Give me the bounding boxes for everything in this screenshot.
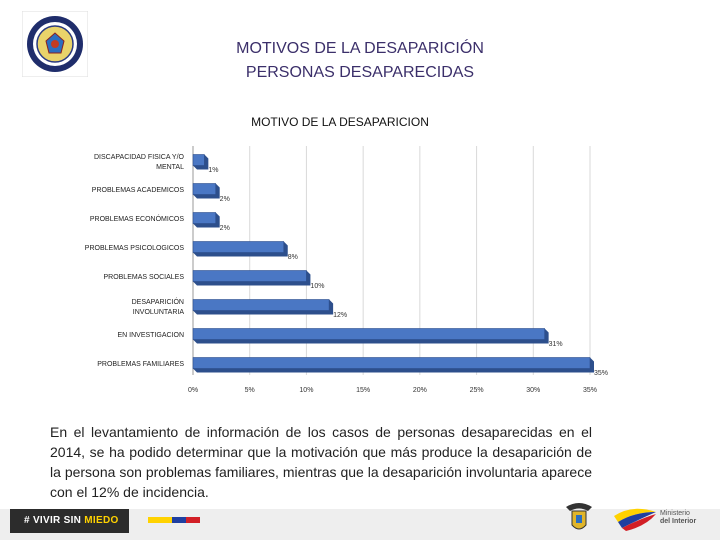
category-label: PROBLEMAS ECONÓMICOS [90,214,184,223]
category-label-line: DISCAPACIDAD FISICA Y/O [94,154,185,161]
ministry-line-1: Ministerio [660,510,690,517]
slogan-accent: MIEDO [84,515,119,526]
bar [192,183,216,195]
slogan-prefix: # VIVIR SIN [24,515,85,526]
bar [192,241,285,253]
bar [192,328,545,340]
data-label: 31% [549,341,563,348]
category-label: PROBLEMAS SOCIALES [103,274,184,281]
category-label: DISCAPACIDAD FISICA Y/O MENTAL [94,154,185,171]
x-tick-label: 35% [583,387,597,394]
x-tick-label: 30% [526,387,540,394]
data-label: 8% [288,254,298,261]
data-label: 35% [594,370,608,377]
category-label-line: INVOLUNTARIA [133,309,185,316]
chart-title: MOTIVO DE LA DESAPARICION [251,115,429,129]
ministry-name: Ministerio del Interior [660,510,696,526]
category-label: PROBLEMAS ACADEMICOS [92,187,185,194]
data-label: 12% [333,312,347,319]
horizontal-bar-chart: MOTIVO DE LA DESAPARICION 1% 2% 2% 8% 10% 12%… [85,115,608,394]
bar [192,357,591,369]
x-tick-label: 25% [470,387,484,394]
ministry-line-2: del Interior [660,518,697,525]
category-label-line: MENTAL [156,164,184,171]
x-tick-label: 20% [413,387,427,394]
data-label: 2% [220,225,230,232]
flag-stripe-red [186,517,200,523]
data-label: 1% [208,167,218,174]
campaign-slogan: # VIVIR SIN MIEDO [10,509,129,533]
bar [192,270,307,282]
category-label: PROBLEMAS FAMILIARES [97,361,184,368]
x-tick-label: 10% [299,387,313,394]
x-tick-label: 0% [188,387,198,394]
slide-title-line-2: PERSONAS DESAPARECIDAS [245,64,475,81]
analysis-paragraph: En el levantamiento de información de lo… [50,424,592,500]
category-label-line: DESAPARICIÓN [132,297,184,306]
bar [192,154,205,166]
x-tick-label: 15% [356,387,370,394]
ministry-logo-icon [612,504,658,537]
data-label: 2% [220,196,230,203]
category-label: DESAPARICIÓN INVOLUNTARIA [132,297,185,316]
data-label: 10% [310,283,324,290]
bar [192,212,216,224]
bar [192,299,330,311]
national-emblem-icon [564,501,594,535]
category-label: PROBLEMAS PSICOLOGICOS [85,245,185,252]
flag-color-strip [148,517,200,523]
slide-title-line-1: MOTIVOS DE LA DESAPARICIÓN [236,40,484,57]
x-tick-label: 5% [245,387,255,394]
police-badge-logo [21,10,89,78]
flag-stripe-yellow [148,517,172,523]
category-label: EN INVESTIGACION [117,332,184,339]
flag-stripe-blue [172,517,186,523]
